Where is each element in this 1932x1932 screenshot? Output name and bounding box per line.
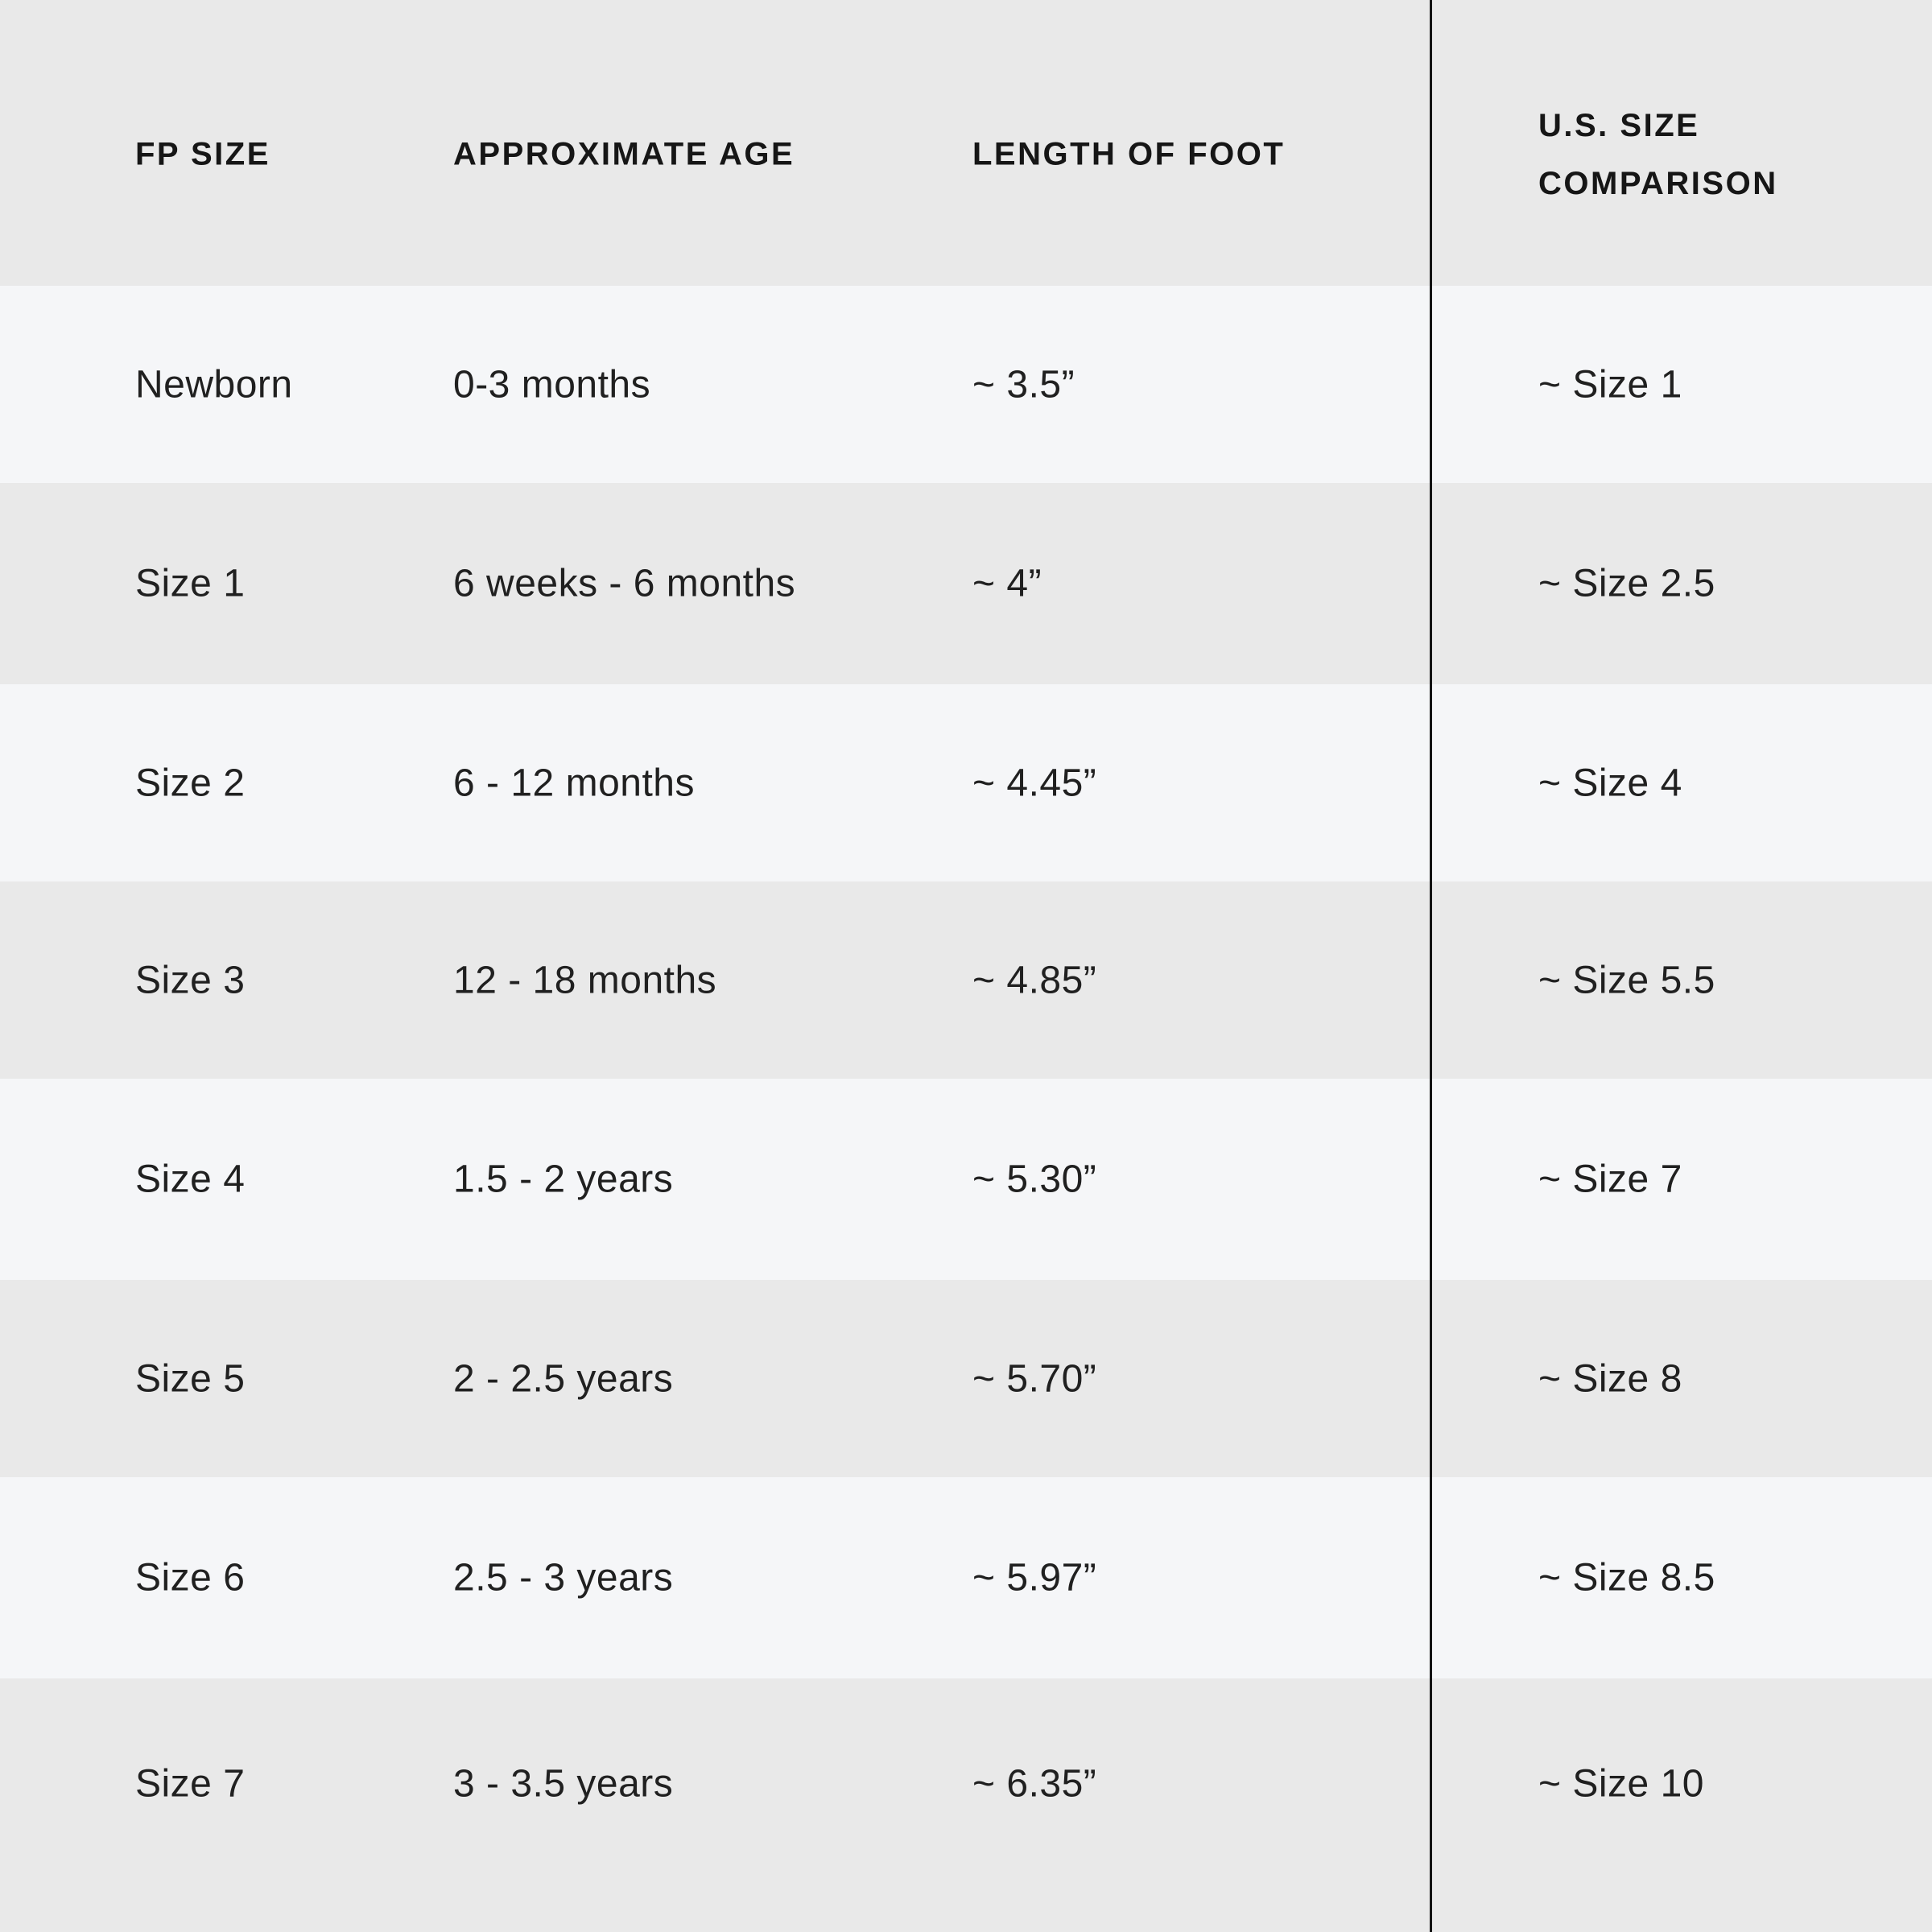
table-row-size-3: Size 3 12 - 18 months ~ 4.85” ~ Size 5.5 [0, 881, 1932, 1079]
table-row-size-1: Size 1 6 weeks - 6 months ~ 4” ~ Size 2.… [0, 483, 1932, 684]
cell-fp-size: Size 2 [135, 762, 246, 804]
table-row-size-2: Size 2 6 - 12 months ~ 4.45” ~ Size 4 [0, 684, 1932, 881]
cell-fp-size: Size 3 [135, 959, 246, 1001]
table-row-size-4: Size 4 1.5 - 2 years ~ 5.30” ~ Size 7 [0, 1079, 1932, 1280]
cell-approximate-age: 1.5 - 2 years [453, 1158, 674, 1201]
cell-us-size: ~ Size 1 [1538, 363, 1682, 406]
header-fp-size: FP SIZE [135, 136, 270, 171]
cell-approximate-age: 12 - 18 months [453, 959, 717, 1001]
cell-approximate-age: 6 weeks - 6 months [453, 562, 796, 605]
header-us-size-line1: U.S. SIZE [1538, 107, 1700, 143]
header-us-size-comparison: U.S. SIZE COMPARISON [1538, 97, 1778, 213]
cell-us-size: ~ Size 10 [1538, 1762, 1704, 1805]
cell-length-of-foot: ~ 5.97” [972, 1556, 1097, 1600]
table-row-size-7: Size 7 3 - 3.5 years ~ 6.35” ~ Size 10 [0, 1678, 1932, 1932]
header-us-size-line2: COMPARISON [1538, 165, 1778, 201]
header-length-of-foot: LENGTH OF FOOT [972, 136, 1286, 171]
cell-us-size: ~ Size 8.5 [1538, 1556, 1715, 1600]
cell-approximate-age: 6 - 12 months [453, 762, 695, 804]
cell-us-size: ~ Size 8 [1538, 1357, 1682, 1400]
table-row-size-6: Size 6 2.5 - 3 years ~ 5.97” ~ Size 8.5 [0, 1477, 1932, 1678]
cell-length-of-foot: ~ 4.45” [972, 762, 1097, 804]
cell-fp-size: Size 6 [135, 1556, 246, 1600]
cell-length-of-foot: ~ 3.5” [972, 363, 1075, 406]
column-divider-line [1430, 0, 1432, 1932]
cell-approximate-age: 2 - 2.5 years [453, 1357, 674, 1400]
cell-us-size: ~ Size 4 [1538, 762, 1682, 804]
table-row-newborn: Newborn 0-3 months ~ 3.5” ~ Size 1 [0, 286, 1932, 483]
cell-us-size: ~ Size 7 [1538, 1158, 1682, 1201]
cell-fp-size: Newborn [135, 363, 293, 406]
cell-approximate-age: 3 - 3.5 years [453, 1762, 674, 1805]
cell-fp-size: Size 4 [135, 1158, 246, 1201]
cell-fp-size: Size 5 [135, 1357, 246, 1400]
cell-us-size: ~ Size 5.5 [1538, 959, 1715, 1001]
cell-length-of-foot: ~ 6.35” [972, 1762, 1097, 1805]
cell-length-of-foot: ~ 4” [972, 562, 1042, 605]
header-approximate-age: APPROXIMATE AGE [453, 136, 795, 171]
cell-length-of-foot: ~ 5.70” [972, 1357, 1097, 1400]
table-row-size-5: Size 5 2 - 2.5 years ~ 5.70” ~ Size 8 [0, 1280, 1932, 1477]
cell-length-of-foot: ~ 4.85” [972, 959, 1097, 1001]
header-row: FP SIZE APPROXIMATE AGE LENGTH OF FOOT U… [0, 0, 1932, 286]
cell-length-of-foot: ~ 5.30” [972, 1158, 1097, 1201]
cell-fp-size: Size 7 [135, 1762, 246, 1805]
cell-us-size: ~ Size 2.5 [1538, 562, 1715, 605]
cell-approximate-age: 0-3 months [453, 363, 651, 406]
cell-approximate-age: 2.5 - 3 years [453, 1556, 674, 1600]
cell-fp-size: Size 1 [135, 562, 246, 605]
